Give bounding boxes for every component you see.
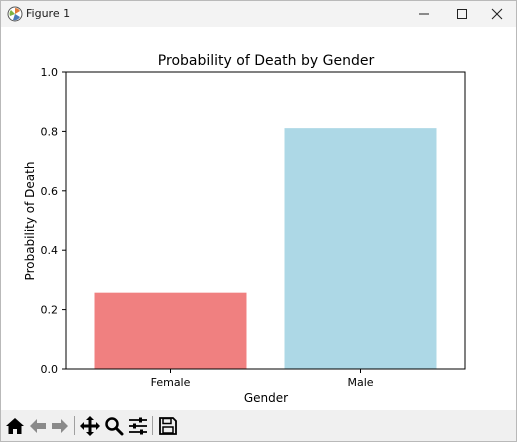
home-icon [6, 418, 24, 434]
toolbar-separator [152, 416, 153, 435]
axes-frame [65, 71, 466, 370]
back-icon [30, 419, 46, 433]
save-button[interactable] [157, 415, 179, 437]
save-icon [159, 417, 177, 435]
zoom-icon [105, 417, 124, 436]
close-icon [491, 8, 503, 20]
x-tick-label-male: Male [347, 376, 373, 389]
maximize-button[interactable] [443, 1, 481, 27]
home-button[interactable] [4, 415, 26, 437]
configure-subplots-button[interactable] [127, 415, 149, 437]
toolbar-separator [74, 416, 75, 435]
title-bar[interactable]: Figure 1 [1, 1, 516, 27]
maximize-icon [457, 9, 467, 19]
zoom-button[interactable] [103, 415, 125, 437]
configure-subplots-icon [129, 417, 147, 435]
forward-button[interactable] [49, 415, 71, 437]
y-tick-label: 0.6 [41, 185, 59, 198]
bar-chart: 0.0 0.2 0.4 0.6 0.8 1.0 Female Male Probabilit… [23, 53, 466, 405]
x-tick-label-female: Female [151, 376, 191, 389]
pan-button[interactable] [79, 415, 101, 437]
navigation-toolbar [1, 410, 516, 441]
y-tick-label: 0.8 [41, 125, 59, 138]
x-axis-label: Gender [244, 391, 288, 405]
minimize-button[interactable] [405, 1, 443, 27]
y-tick-label: 0.2 [41, 304, 59, 317]
bar-male [284, 128, 437, 369]
y-tick-label: 0.0 [41, 363, 59, 376]
pan-icon [80, 416, 100, 436]
chart-title: Probability of Death by Gender [158, 53, 375, 69]
y-axis-label: Probability of Death [23, 162, 37, 281]
close-button[interactable] [478, 1, 516, 27]
forward-icon [52, 419, 68, 433]
window-title: Figure 1 [26, 7, 71, 20]
matplotlib-app-icon [7, 6, 23, 22]
bar-female [94, 292, 247, 369]
y-tick-label: 1.0 [41, 66, 59, 79]
back-button[interactable] [27, 415, 49, 437]
figure-canvas[interactable]: 0.0 0.2 0.4 0.6 0.8 1.0 Female Male Probabilit… [1, 27, 516, 410]
y-tick-label: 0.4 [41, 244, 59, 257]
minimize-icon [419, 13, 429, 15]
